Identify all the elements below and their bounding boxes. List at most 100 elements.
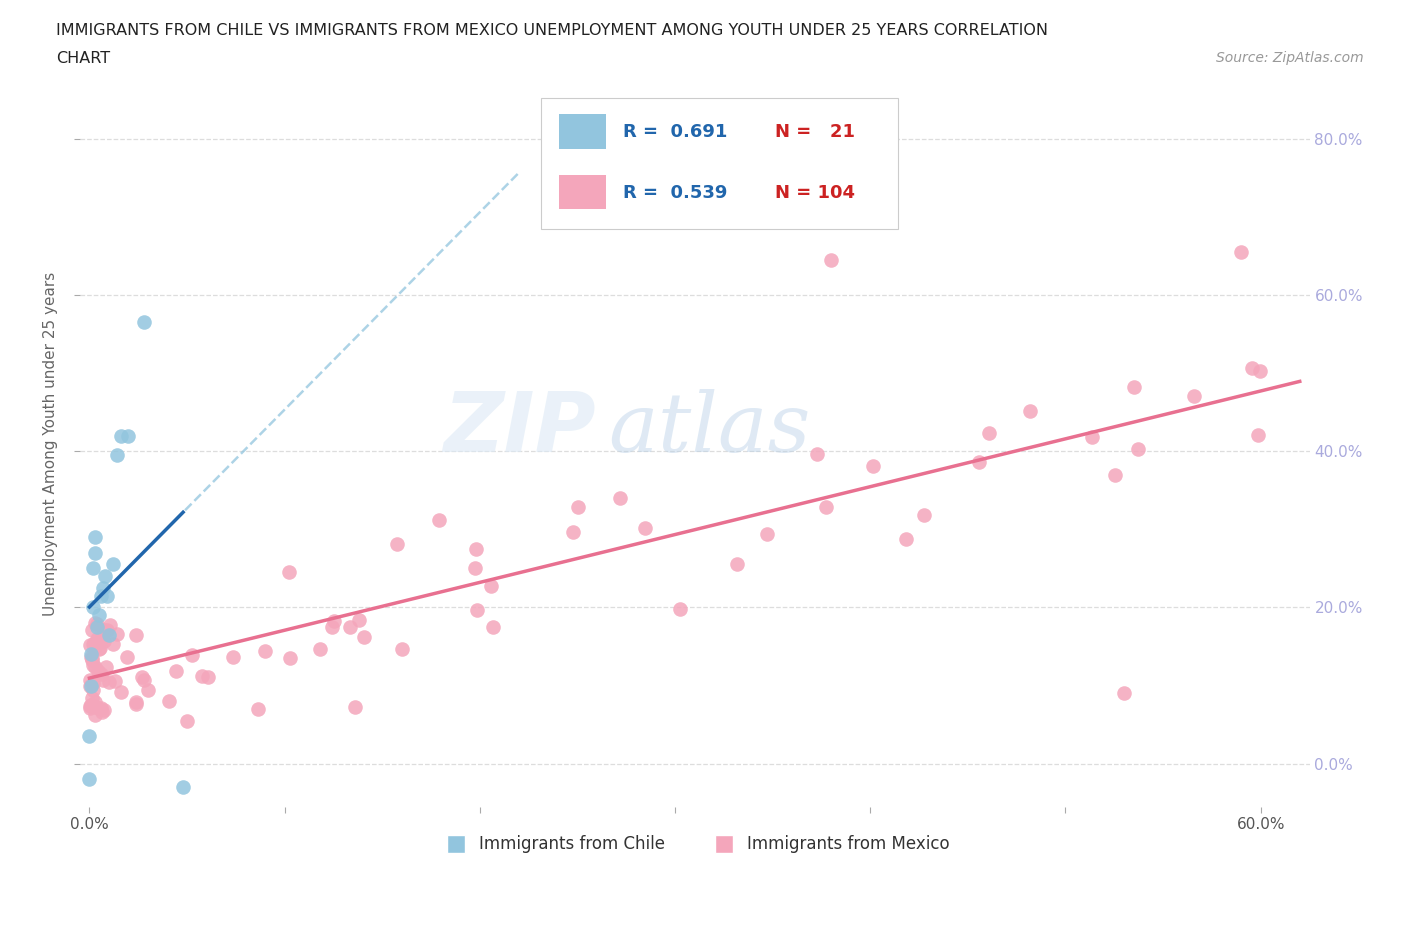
Point bbox=[96, 659, 118, 674]
Point bbox=[278, 565, 301, 579]
Bar bbox=[560, 175, 606, 209]
Point bbox=[80, 622, 103, 637]
Point bbox=[1112, 686, 1135, 701]
Point bbox=[82, 698, 104, 713]
Point bbox=[1230, 245, 1253, 259]
Point bbox=[894, 532, 917, 547]
Point bbox=[125, 694, 148, 709]
Point bbox=[79, 698, 101, 713]
Point bbox=[464, 542, 486, 557]
Y-axis label: Unemployment Among Youth under 25 years: Unemployment Among Youth under 25 years bbox=[44, 272, 58, 616]
Point bbox=[1182, 388, 1205, 403]
Point bbox=[634, 521, 657, 536]
Point bbox=[79, 678, 101, 693]
Point bbox=[353, 630, 375, 644]
Point bbox=[93, 673, 115, 688]
Point bbox=[90, 589, 112, 604]
Point bbox=[84, 530, 107, 545]
Text: CHART: CHART bbox=[56, 51, 110, 66]
Point bbox=[97, 628, 120, 643]
Point bbox=[105, 447, 128, 462]
Point bbox=[464, 560, 486, 575]
Point bbox=[969, 454, 991, 469]
Point bbox=[84, 659, 107, 674]
Point bbox=[93, 626, 115, 641]
Point bbox=[385, 537, 408, 551]
Point bbox=[80, 678, 103, 693]
Point bbox=[80, 653, 103, 668]
Point bbox=[86, 619, 108, 634]
Point bbox=[322, 614, 344, 629]
Point bbox=[79, 729, 101, 744]
Point bbox=[172, 779, 194, 794]
Point bbox=[1128, 442, 1150, 457]
Point bbox=[912, 508, 935, 523]
Point bbox=[278, 651, 301, 666]
FancyBboxPatch shape bbox=[541, 99, 897, 229]
Point bbox=[87, 663, 110, 678]
Point bbox=[82, 600, 104, 615]
Text: Source: ZipAtlas.com: Source: ZipAtlas.com bbox=[1216, 51, 1364, 65]
Point bbox=[82, 675, 104, 690]
Point bbox=[86, 617, 108, 631]
Point bbox=[1246, 428, 1268, 443]
Point bbox=[309, 641, 332, 656]
Point bbox=[83, 708, 105, 723]
Point bbox=[94, 569, 117, 584]
Point bbox=[1249, 364, 1271, 379]
Point bbox=[98, 618, 121, 632]
Point bbox=[110, 428, 132, 443]
Point bbox=[427, 512, 450, 527]
Point bbox=[254, 644, 277, 658]
Point bbox=[1241, 361, 1264, 376]
Point bbox=[862, 458, 884, 473]
Point bbox=[93, 702, 115, 717]
Point bbox=[104, 673, 127, 688]
Point bbox=[82, 561, 104, 576]
Point bbox=[1019, 404, 1042, 418]
Point bbox=[165, 664, 187, 679]
Point bbox=[136, 683, 159, 698]
Point bbox=[96, 622, 118, 637]
Point bbox=[79, 772, 101, 787]
Point bbox=[89, 641, 111, 656]
Point bbox=[134, 673, 156, 688]
Point bbox=[83, 636, 105, 651]
Point bbox=[96, 589, 118, 604]
Point bbox=[1104, 468, 1126, 483]
Point bbox=[93, 634, 115, 649]
Point bbox=[125, 697, 148, 711]
Point bbox=[87, 700, 110, 715]
Point bbox=[84, 640, 107, 655]
Point bbox=[609, 490, 631, 505]
Point bbox=[90, 700, 112, 715]
Point bbox=[90, 705, 112, 720]
Point bbox=[806, 447, 828, 462]
Point bbox=[391, 641, 413, 656]
Point bbox=[87, 641, 110, 656]
Point bbox=[80, 647, 103, 662]
Point bbox=[756, 526, 779, 541]
Point bbox=[82, 650, 104, 665]
Point bbox=[110, 684, 132, 699]
Text: R =  0.691: R = 0.691 bbox=[623, 124, 728, 141]
Point bbox=[90, 631, 112, 646]
Point bbox=[91, 580, 114, 595]
Point bbox=[180, 647, 202, 662]
Point bbox=[820, 252, 842, 267]
Point bbox=[115, 649, 138, 664]
Text: R =  0.539: R = 0.539 bbox=[623, 184, 728, 203]
Point bbox=[84, 695, 107, 710]
Point bbox=[567, 499, 589, 514]
Bar bbox=[560, 114, 606, 149]
Point bbox=[90, 667, 112, 682]
Point bbox=[82, 636, 104, 651]
Point bbox=[79, 701, 101, 716]
Point bbox=[105, 626, 128, 641]
Point bbox=[979, 426, 1001, 441]
Point bbox=[562, 525, 585, 539]
Point bbox=[80, 698, 103, 712]
Point bbox=[79, 638, 101, 653]
Point bbox=[321, 619, 343, 634]
Point bbox=[89, 608, 111, 623]
